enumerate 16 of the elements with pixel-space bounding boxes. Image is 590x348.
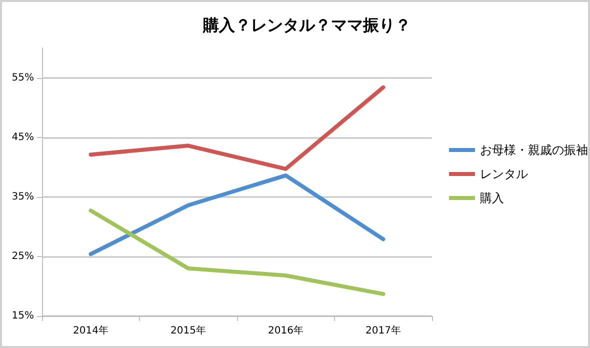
legend-label: お母様・親戚の振袖	[480, 143, 588, 157]
line-series	[88, 173, 386, 256]
x-tick-label: 2016年	[268, 324, 304, 336]
x-tick-label: 2017年	[366, 324, 401, 336]
legend-label: レンタル	[480, 167, 528, 181]
y-tick-label: 25%	[12, 250, 34, 262]
line-series	[88, 85, 386, 171]
y-tick-label: 15%	[12, 310, 34, 322]
x-tick-label: 2015年	[170, 324, 206, 336]
x-tick-label: 2014年	[73, 324, 108, 336]
y-tick-label: 55%	[12, 72, 34, 84]
line-series	[88, 208, 386, 296]
y-tick-label: 35%	[12, 191, 34, 202]
legend-label: 購入	[480, 191, 504, 205]
chart-title: 購入？レンタル？ママ振り？	[202, 16, 411, 34]
y-tick-label: 45%	[12, 132, 34, 143]
